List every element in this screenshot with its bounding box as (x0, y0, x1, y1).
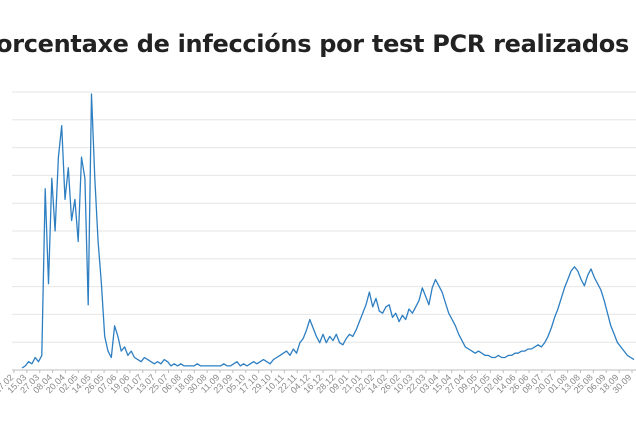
series-line (21, 93, 635, 369)
chart-title: orcentaxe de infeccións por test PCR rea… (0, 30, 629, 58)
series-group (21, 93, 635, 369)
x-axis-ticks: 27.0215.0327.0308.0420.0402.0514.0526.05… (0, 370, 633, 395)
gridlines (12, 91, 636, 371)
